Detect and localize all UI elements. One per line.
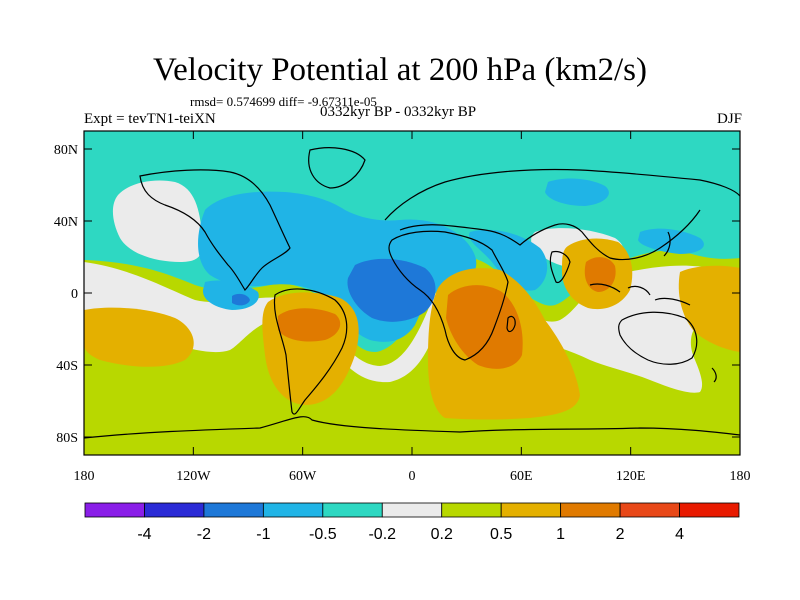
coastline-greenland bbox=[308, 147, 366, 189]
colorbar-box bbox=[84, 502, 145, 518]
coastlines bbox=[84, 147, 740, 439]
x-tick-label: 120W bbox=[176, 469, 211, 484]
coastline-madagascar bbox=[506, 315, 516, 333]
colorbar-label: -1 bbox=[256, 526, 270, 543]
y-tick-label: 80N bbox=[54, 143, 78, 158]
chart-title: Velocity Potential at 200 hPa (km2/s) bbox=[152, 52, 648, 88]
x-axis: 180 120W 60W 0 60E 120E 180 bbox=[74, 131, 751, 484]
y-tick-label: 40S bbox=[56, 359, 78, 374]
contour-fill-nw-neutral bbox=[112, 180, 203, 262]
colorbar-label: 0.5 bbox=[490, 526, 512, 543]
colorbar-label: -0.5 bbox=[309, 526, 337, 543]
coastline-india bbox=[549, 250, 571, 284]
coastline-maritime-continent bbox=[589, 283, 691, 306]
colorbar-box bbox=[203, 502, 264, 518]
contour-field bbox=[84, 131, 740, 455]
colorbar-box bbox=[679, 502, 740, 518]
season-label: DJF bbox=[716, 111, 742, 127]
colorbar-label: 0.2 bbox=[431, 526, 453, 543]
x-tick-label: 60W bbox=[289, 469, 317, 484]
colorbar-box bbox=[500, 502, 562, 518]
colorbar-label: -2 bbox=[197, 526, 211, 543]
colorbar-label: -0.2 bbox=[368, 526, 396, 543]
coastline-japan bbox=[663, 231, 671, 257]
x-tick-label: 180 bbox=[74, 469, 95, 484]
contour-fill-mideast-negative bbox=[469, 229, 548, 291]
contour-fill-atlantic-core bbox=[347, 258, 436, 322]
colorbar-label: 4 bbox=[675, 526, 684, 543]
x-tick-label: 0 bbox=[409, 469, 416, 484]
colorbar bbox=[84, 502, 740, 518]
y-axis: 80N 40N 0 40S 80S bbox=[54, 143, 740, 446]
experiment-label: Expt = tevTN1-teiXN bbox=[84, 111, 216, 127]
stats-subtitle: rmsd= 0.574699 diff= -9.67311e-05 bbox=[190, 94, 377, 109]
coastline-north-america bbox=[139, 169, 291, 291]
colorbar-box bbox=[560, 502, 621, 518]
contour-fill-indonesia-core bbox=[584, 257, 616, 292]
colorbar-label: -4 bbox=[137, 526, 151, 543]
x-tick-label: 120E bbox=[616, 469, 646, 484]
colorbar-box bbox=[144, 502, 205, 518]
colorbar-labels: -4 -2 -1 -0.5 -0.2 0.2 0.5 1 2 4 bbox=[137, 526, 684, 543]
period-label: 0332kyr BP - 0332kyr BP bbox=[320, 104, 477, 120]
coastline-south-america bbox=[273, 288, 348, 415]
colorbar-box bbox=[619, 502, 680, 518]
colorbar-label: 2 bbox=[616, 526, 625, 543]
y-tick-label: 0 bbox=[71, 287, 78, 302]
colorbar-box bbox=[322, 502, 383, 518]
coastline-antarctica bbox=[84, 416, 740, 439]
x-tick-label: 180 bbox=[730, 469, 751, 484]
contour-fill-south-america-core bbox=[278, 308, 341, 342]
contour-fill-africa-core bbox=[446, 285, 523, 369]
contour-fill-pacific-core bbox=[232, 293, 250, 306]
coastline-africa bbox=[388, 230, 509, 361]
y-tick-label: 80S bbox=[56, 431, 78, 446]
colorbar-box bbox=[381, 502, 443, 518]
coastline-australia bbox=[618, 311, 698, 365]
colorbar-box bbox=[262, 502, 324, 518]
contour-fill-asia-negative bbox=[638, 228, 704, 254]
contour-fill-neutral-band bbox=[84, 262, 740, 393]
y-tick-label: 40N bbox=[54, 215, 78, 230]
x-tick-label: 60E bbox=[510, 469, 533, 484]
contour-fill-southeast-pacific-positive bbox=[84, 307, 194, 367]
colorbar-box bbox=[441, 502, 502, 518]
coastline-eurasia bbox=[384, 168, 740, 261]
contour-fill-europe-negative bbox=[545, 178, 609, 206]
coastline-new-zealand bbox=[711, 367, 717, 383]
colorbar-label: 1 bbox=[556, 526, 565, 543]
